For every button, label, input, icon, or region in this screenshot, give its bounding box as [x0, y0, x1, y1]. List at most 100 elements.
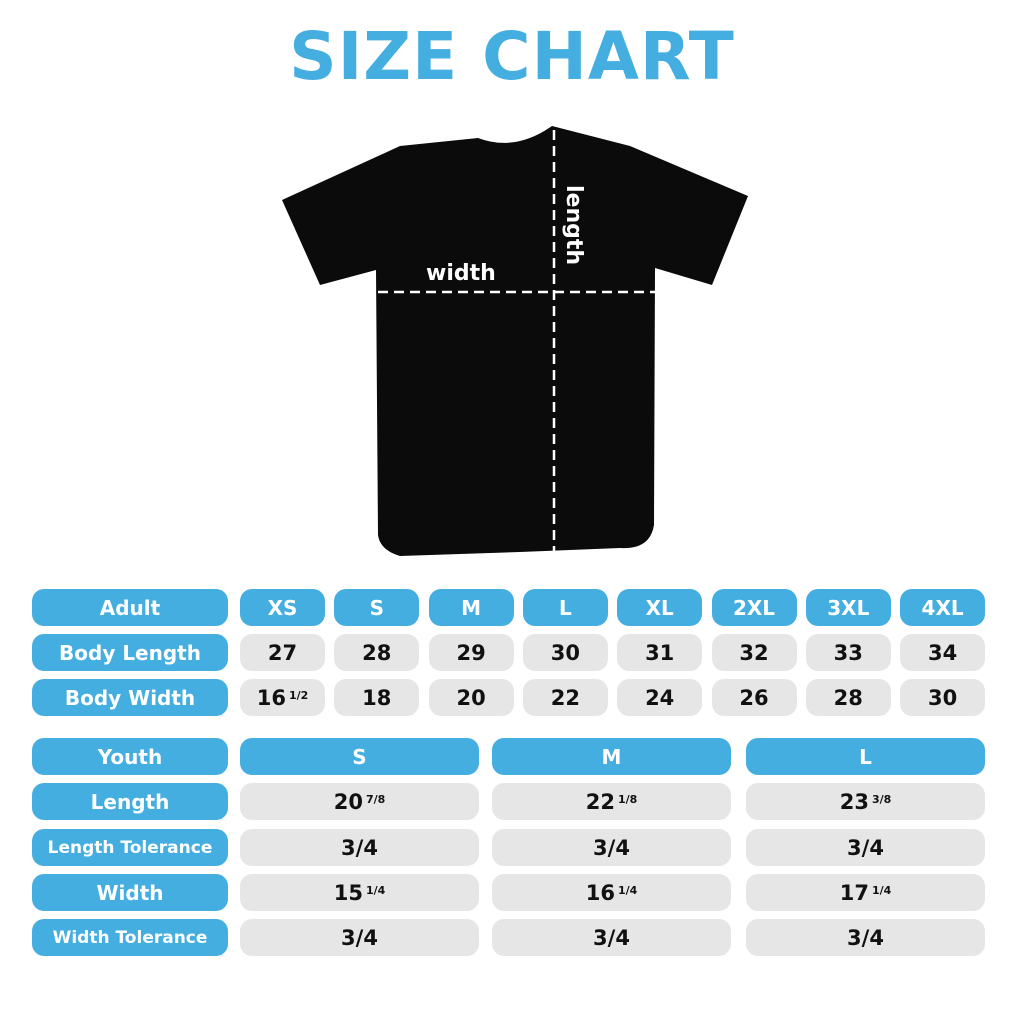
cell-text: L	[559, 595, 572, 620]
cell-text: Length	[90, 789, 170, 814]
cell-text: 16	[256, 685, 286, 710]
cell-text: Width Tolerance	[52, 927, 208, 948]
adult-value-cell: 16 1/2	[240, 679, 325, 716]
cell-text: 3/4	[593, 925, 630, 950]
cell-text: Body Length	[59, 640, 201, 665]
adult-size-header: S	[334, 589, 420, 626]
cell-text: Youth	[97, 744, 163, 769]
youth-value-cell: 3/4	[746, 919, 985, 956]
adult-size-header: 2XL	[711, 589, 797, 626]
cell-text: 24	[645, 685, 675, 710]
adult-value-cell: 28	[805, 679, 891, 716]
cell-text: 22	[550, 685, 580, 710]
adult-value-cell: 26	[711, 679, 797, 716]
youth-size-header: M	[492, 738, 731, 775]
cell-text: Length Tolerance	[47, 837, 213, 858]
cell-fraction: 1/4	[871, 884, 892, 897]
adult-value-cell: 29	[428, 634, 514, 671]
cell-fraction: 3/8	[871, 793, 892, 806]
cell-fraction: 1/4	[365, 884, 386, 897]
cell-text: 3/4	[341, 925, 378, 950]
youth-row-label: Width Tolerance	[32, 919, 228, 956]
cell-text: 34	[927, 640, 958, 665]
cell-text: S	[369, 595, 384, 620]
youth-row-label: Length	[32, 783, 228, 820]
cell-text: 28	[833, 685, 863, 710]
adult-value-cell: 22	[522, 679, 608, 716]
cell-text: 30	[550, 640, 580, 665]
adult-size-header: 4XL	[900, 589, 986, 626]
adult-row-label: Body Length	[32, 634, 228, 671]
adult-value-cell: 30	[900, 679, 986, 716]
cell-text: 22	[585, 789, 615, 814]
page-title: SIZE CHART	[289, 18, 735, 95]
cell-fraction: 7/8	[365, 793, 386, 806]
adult-value-cell: 24	[617, 679, 703, 716]
adult-size-header: M	[428, 589, 514, 626]
cell-text: 26	[739, 685, 769, 710]
tshirt-shape	[282, 126, 748, 556]
adult-value-cell: 33	[805, 634, 891, 671]
adult-value-cell: 20	[428, 679, 514, 716]
adult-value-cell: 28	[334, 634, 420, 671]
adult-value-cell: 31	[617, 634, 703, 671]
youth-value-cell: 3/4	[492, 829, 731, 866]
youth-value-cell: 3/4	[492, 919, 731, 956]
cell-text: XS	[267, 595, 298, 620]
cell-text: 15	[333, 880, 363, 905]
cell-text: M	[601, 744, 622, 769]
cell-text: Adult	[99, 595, 161, 620]
cell-text: 17	[839, 880, 869, 905]
youth-value-cell: 17 1/4	[746, 874, 985, 911]
width-label: width	[426, 261, 496, 286]
cell-text: 20	[456, 685, 486, 710]
cell-text: 28	[362, 640, 392, 665]
cell-fraction: 1/2	[288, 689, 309, 702]
adult-header: Adult	[32, 589, 228, 626]
cell-text: 3/4	[847, 925, 884, 950]
adult-value-cell: 18	[334, 679, 420, 716]
adult-value-cell: 27	[240, 634, 325, 671]
youth-value-cell: 20 7/8	[240, 783, 479, 820]
youth-value-cell: 22 1/8	[492, 783, 731, 820]
adult-value-cell: 32	[711, 634, 797, 671]
cell-text: 27	[267, 640, 298, 665]
cell-fraction: 1/8	[617, 793, 638, 806]
cell-text: Body Width	[64, 685, 196, 710]
youth-header: Youth	[32, 738, 228, 775]
cell-text: 30	[927, 685, 958, 710]
adult-size-header: XL	[617, 589, 703, 626]
youth-value-cell: 3/4	[240, 829, 479, 866]
youth-value-cell: 3/4	[240, 919, 479, 956]
cell-text: Width	[96, 880, 164, 905]
cell-text: 23	[839, 789, 869, 814]
youth-row-label: Width	[32, 874, 228, 911]
cell-text: L	[859, 744, 872, 769]
cell-text: 33	[833, 640, 863, 665]
adult-row-label: Body Width	[32, 679, 228, 716]
cell-text: 3/4	[593, 835, 630, 860]
youth-size-header: S	[240, 738, 479, 775]
cell-text: M	[461, 595, 482, 620]
cell-text: 3/4	[341, 835, 378, 860]
youth-value-cell: 3/4	[746, 829, 985, 866]
youth-row-label: Length Tolerance	[32, 829, 228, 866]
cell-text: 31	[645, 640, 675, 665]
youth-size-header: L	[746, 738, 985, 775]
adult-value-cell: 30	[522, 634, 608, 671]
cell-text: 4XL	[921, 595, 964, 620]
adult-size-header: L	[522, 589, 608, 626]
adult-value-cell: 34	[900, 634, 986, 671]
cell-text: XL	[645, 595, 674, 620]
cell-text: 20	[333, 789, 363, 814]
cell-text: 2XL	[732, 595, 776, 620]
youth-value-cell: 16 1/4	[492, 874, 731, 911]
cell-text: 32	[739, 640, 769, 665]
youth-value-cell: 15 1/4	[240, 874, 479, 911]
cell-text: 29	[456, 640, 486, 665]
cell-text: 18	[362, 685, 392, 710]
tshirt-illustration: width length	[282, 126, 748, 556]
cell-text: 16	[585, 880, 615, 905]
adult-size-header: XS	[240, 589, 325, 626]
cell-text: 3/4	[847, 835, 884, 860]
